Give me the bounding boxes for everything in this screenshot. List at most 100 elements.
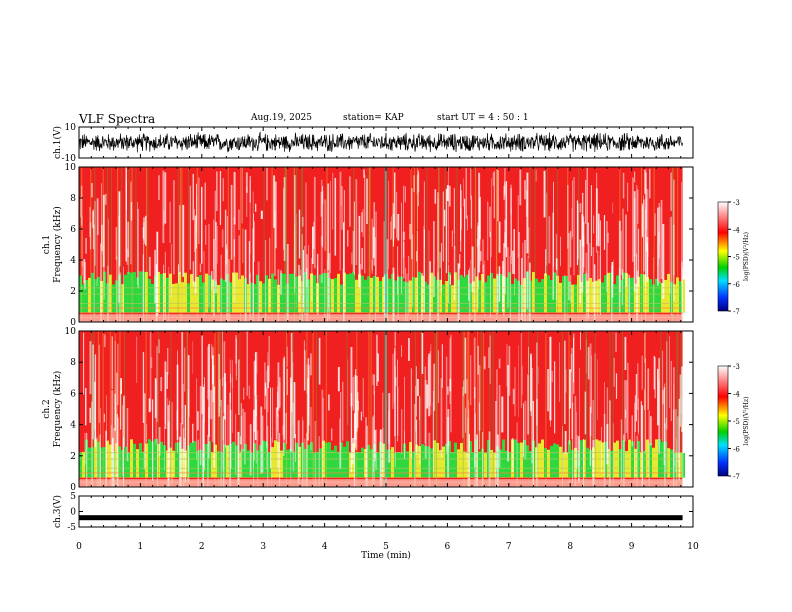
spectrogram-streak bbox=[552, 212, 554, 300]
spectrogram-band-cell bbox=[637, 276, 640, 313]
spectrogram-band-cell bbox=[97, 441, 100, 478]
spectrogram-band-cell bbox=[634, 448, 637, 478]
spectrogram-streak bbox=[120, 378, 122, 394]
spectrogram-streak bbox=[304, 246, 306, 316]
spectrogram-band-cell bbox=[190, 274, 193, 313]
spectrogram-streak bbox=[477, 226, 479, 289]
spectrogram-streak bbox=[526, 271, 529, 310]
spectrogram-band-cell bbox=[457, 449, 460, 478]
spectrogram-streak bbox=[488, 347, 490, 368]
spectrogram-streak bbox=[565, 369, 567, 393]
spectrogram-streak bbox=[587, 222, 589, 319]
spectrogram-streak bbox=[377, 353, 379, 382]
spectrogram-band-cell bbox=[364, 279, 367, 313]
spectrogram-streak bbox=[299, 275, 301, 322]
spectrogram-streak bbox=[223, 341, 226, 414]
spectrogram-streak bbox=[478, 365, 481, 431]
spectrogram-streak bbox=[527, 331, 529, 487]
spectrogram-band-cell bbox=[538, 282, 541, 313]
spectrogram-streak bbox=[164, 427, 165, 471]
spectrogram-band-cell bbox=[667, 273, 670, 313]
spectrogram-streak bbox=[266, 387, 268, 448]
colorbar-tick-label: -7 bbox=[733, 473, 740, 481]
spectrogram-streak bbox=[632, 177, 634, 262]
spectrogram-streak bbox=[214, 331, 216, 487]
spectrogram-streak bbox=[682, 268, 683, 322]
spectrogram-streak bbox=[659, 232, 660, 244]
spectrogram-band-cell bbox=[376, 276, 379, 313]
spectrogram-streak bbox=[324, 199, 327, 251]
spectrogram-band-cell bbox=[94, 279, 97, 313]
spectrogram-band-cell bbox=[334, 445, 337, 478]
spectrogram-band-cell bbox=[247, 450, 250, 478]
spectrogram-band-cell bbox=[499, 274, 502, 313]
spectrogram-streak bbox=[406, 273, 408, 322]
spectrogram-streak bbox=[301, 234, 303, 322]
spectrogram-streak bbox=[511, 438, 514, 472]
spectrogram-streak bbox=[484, 260, 486, 317]
spectrogram-streak bbox=[171, 402, 173, 485]
spectrogram-band-cell bbox=[460, 442, 463, 478]
spectrogram-band-cell bbox=[556, 444, 559, 478]
spectrogram-streak bbox=[373, 202, 375, 266]
spectrogram-band-cell bbox=[91, 447, 94, 478]
spectrogram-streak bbox=[559, 342, 560, 403]
spectrogram-streak bbox=[529, 167, 531, 322]
spectrogram-streak bbox=[586, 273, 588, 322]
spectrogram-streak bbox=[242, 228, 244, 264]
spectrogram-streak bbox=[681, 366, 683, 433]
y-tick-label: 0 bbox=[70, 483, 76, 493]
spectrogram-streak bbox=[365, 417, 367, 487]
spectrogram-streak bbox=[341, 186, 343, 230]
spectrogram-streak bbox=[305, 268, 308, 288]
spectrogram-streak bbox=[438, 167, 440, 322]
spectrogram-streak bbox=[120, 390, 122, 430]
spectrogram-streak bbox=[298, 264, 300, 302]
spectrogram-streak bbox=[504, 182, 507, 234]
spectrogram-streak bbox=[233, 217, 236, 303]
spectrogram-streak bbox=[215, 222, 217, 293]
spectrogram-band-cell bbox=[469, 441, 472, 478]
spectrogram-band-cell bbox=[340, 284, 343, 313]
y-tick-label: 0 bbox=[70, 508, 76, 518]
spectrogram-band-cell bbox=[319, 448, 322, 478]
spectrogram-streak bbox=[637, 398, 639, 432]
spectrogram-streak bbox=[320, 191, 322, 217]
y-tick-label: 8 bbox=[70, 358, 76, 368]
spectrogram-band-cell bbox=[328, 442, 331, 478]
spectrogram-streak bbox=[112, 437, 114, 487]
spectrogram-band-cell bbox=[607, 448, 610, 478]
spectrogram-streak bbox=[314, 420, 317, 487]
spectrogram-streak bbox=[670, 172, 673, 211]
spectrogram-streak bbox=[587, 347, 590, 380]
spectrogram-streak bbox=[468, 400, 469, 452]
spectrogram-streak bbox=[437, 350, 439, 403]
spectrogram-streak bbox=[665, 417, 667, 474]
spectrogram-streak bbox=[416, 251, 418, 262]
spectrogram-streak bbox=[102, 167, 104, 322]
spectrogram-band-cell bbox=[535, 278, 538, 313]
spectrogram-streak bbox=[622, 172, 625, 199]
spectrogram-streak bbox=[403, 231, 406, 241]
spectrogram-streak bbox=[249, 180, 251, 254]
spectrogram-band-cell bbox=[649, 279, 652, 313]
spectrogram-streak bbox=[497, 170, 499, 222]
spectrogram-streak bbox=[416, 174, 419, 195]
spectrogram-band-cell bbox=[103, 447, 106, 478]
spectrogram-streak bbox=[229, 359, 232, 383]
spectrogram-streak bbox=[235, 335, 238, 364]
spectrogram-streak bbox=[421, 332, 424, 374]
spectrogram-streak bbox=[593, 264, 596, 322]
spectrogram-streak bbox=[615, 332, 617, 352]
y-tick-label: 10 bbox=[65, 327, 77, 337]
spectrogram-streak bbox=[681, 261, 683, 322]
spectrogram-streak bbox=[282, 425, 284, 436]
spectrogram-streak bbox=[126, 408, 129, 462]
spectrogram-streak bbox=[505, 181, 508, 257]
y-tick-label: 2 bbox=[70, 287, 76, 297]
spectrogram-streak bbox=[342, 268, 344, 282]
spectrogram-streak bbox=[394, 347, 396, 437]
spectrogram-streak bbox=[457, 263, 460, 322]
spectrogram-streak bbox=[568, 369, 571, 409]
spectrogram-streak bbox=[570, 353, 572, 373]
